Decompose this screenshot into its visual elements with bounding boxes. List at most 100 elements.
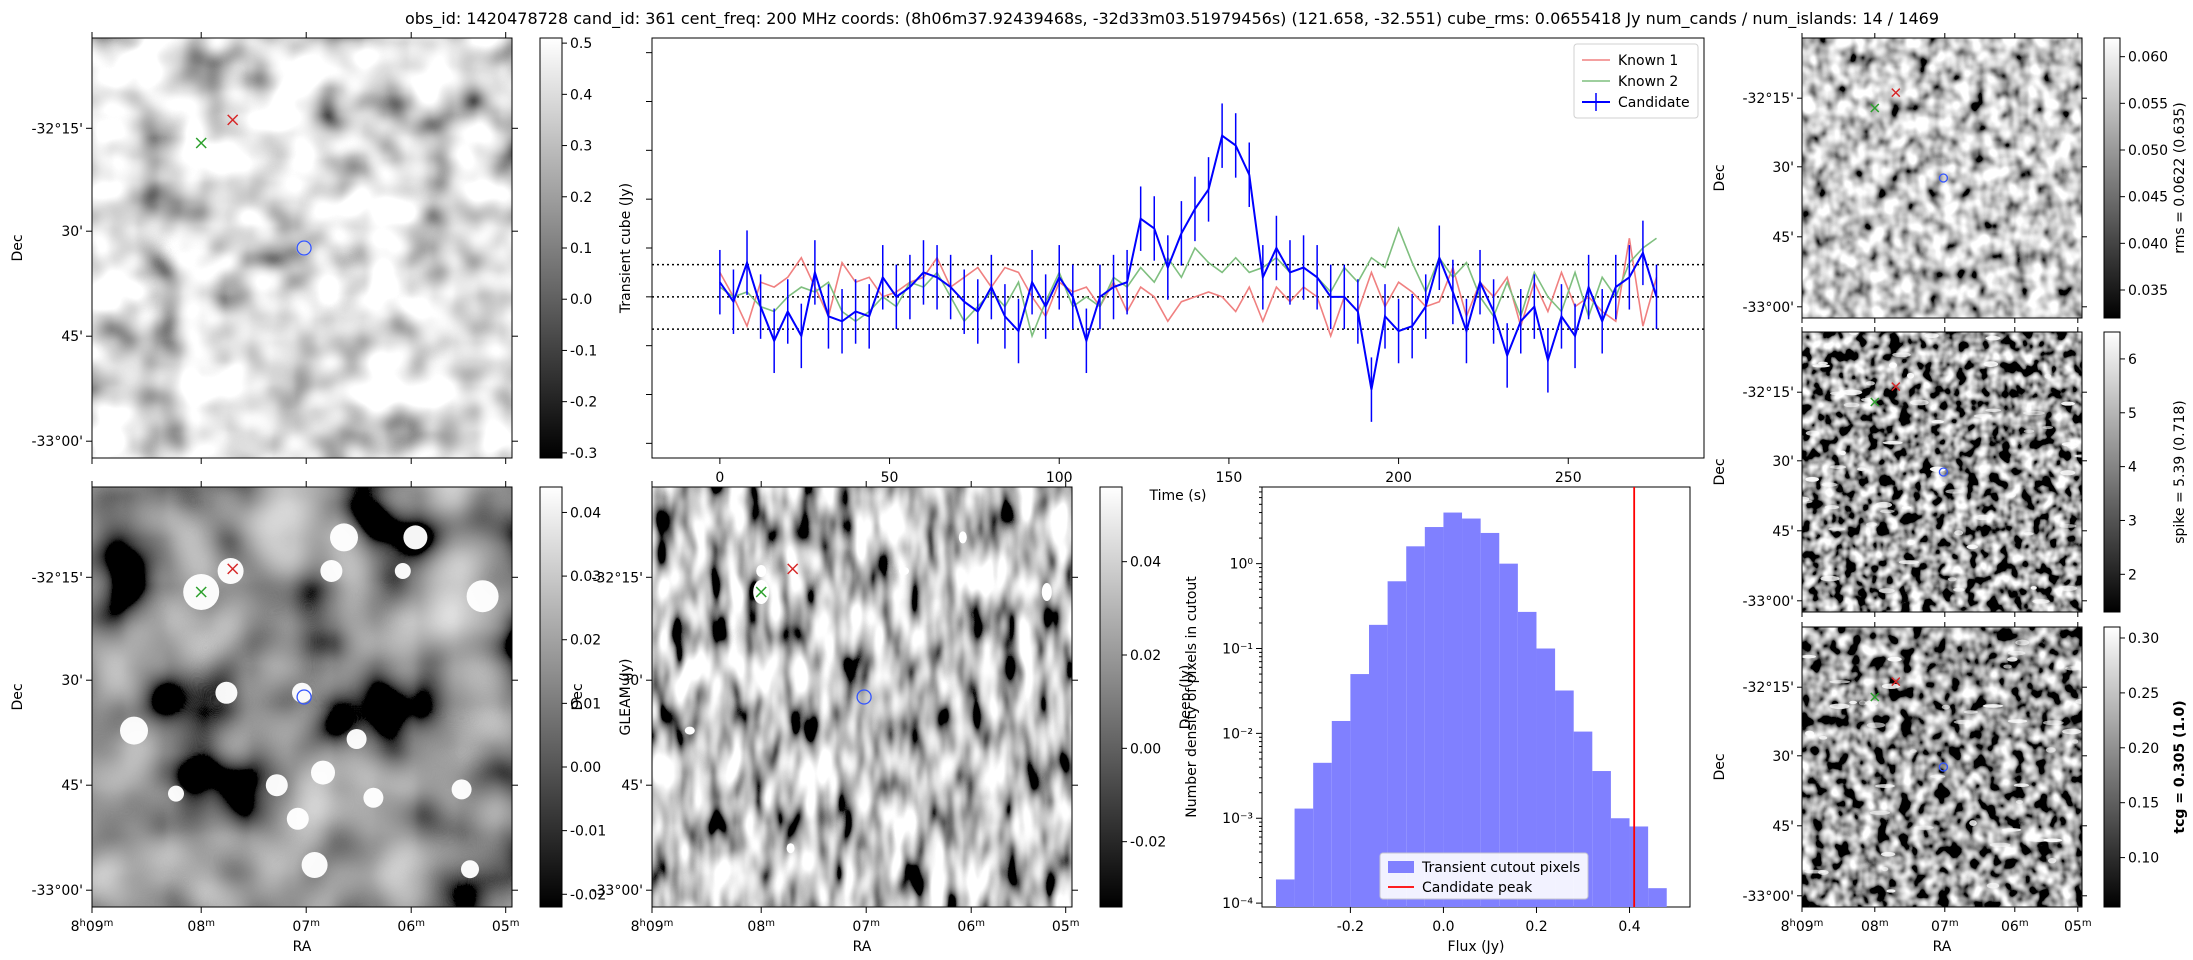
colorbar-tick-label: 0.30	[2128, 631, 2159, 647]
ra-tick-label: 05m	[492, 918, 520, 936]
bright-speckle	[1875, 501, 1893, 508]
legend-label: Known 1	[1618, 53, 1678, 69]
bright-speckle	[1865, 381, 1875, 386]
radio-source	[899, 567, 909, 575]
bright-speckle	[1935, 481, 1946, 487]
bright-speckle	[1805, 476, 1820, 482]
colorbar-tick-label: 0.3	[570, 139, 592, 155]
colorbar-tick-label: 5	[2128, 406, 2137, 422]
bright-speckle	[1954, 530, 1964, 536]
bright-speckle	[2007, 492, 2017, 498]
bright-speckle	[1947, 577, 1957, 582]
density-tick-label: 10⁻³	[1222, 811, 1253, 827]
image-frame	[1801, 626, 2083, 908]
bright-speckle	[1901, 506, 1912, 510]
image-frame	[651, 486, 1073, 908]
dec-axis-label: Dec	[10, 234, 26, 261]
bright-speckle	[1874, 784, 1895, 788]
bright-speckle	[1985, 335, 2001, 341]
legend-label: Transient cutout pixels	[1421, 860, 1580, 876]
image-pixels	[1802, 332, 2082, 612]
bright-speckle	[1989, 842, 2011, 848]
ra-tick-label: 08m	[187, 918, 215, 936]
bright-speckle	[1829, 391, 1847, 396]
radio-source	[320, 560, 343, 582]
ra-axis-label: RA	[853, 939, 872, 955]
bright-speckle	[2007, 657, 2018, 662]
bright-speckle	[1953, 719, 1975, 725]
bright-speckle	[1887, 656, 1902, 662]
colorbar-tick-label: 0.02	[1130, 648, 1161, 664]
time-tick-label: 250	[1555, 470, 1582, 486]
rms-image	[1802, 38, 2082, 318]
bright-speckle	[1966, 544, 1978, 550]
bright-speckle	[2062, 728, 2082, 735]
bright-speckle	[2023, 410, 2045, 416]
known-1-marker	[1891, 677, 1901, 687]
colorbar-tick-label: 0.055	[2128, 96, 2168, 112]
known-2-marker	[755, 586, 767, 598]
known-1-marker	[227, 563, 239, 575]
dec-axis-label: Dec	[10, 683, 26, 710]
bright-speckle	[1880, 509, 1895, 514]
known-1-marker	[787, 563, 799, 575]
bright-speckle	[1829, 680, 1851, 684]
colorbar-tick-label: -0.02	[570, 887, 606, 903]
dec-tick-label: -33°00'	[591, 883, 643, 899]
bright-speckle	[1963, 710, 1978, 714]
bright-speckle	[1985, 408, 2001, 412]
ra-axis-label: RA	[293, 939, 312, 955]
image-frame	[1801, 37, 2083, 319]
time-tick-label: 50	[881, 470, 899, 486]
known-2-marker	[1870, 692, 1880, 702]
radio-source	[330, 523, 358, 552]
bright-speckle	[1914, 825, 1934, 830]
density-tick-label: 10⁻¹	[1222, 642, 1253, 658]
colorbar-tick-label: -0.02	[1130, 835, 1166, 851]
bright-speckle	[1869, 810, 1891, 815]
histogram-bar	[1275, 879, 1295, 907]
histogram-bar	[1424, 527, 1444, 907]
ra-tick-label: 8h09m	[71, 918, 114, 936]
ra-tick-label: 08m	[747, 918, 775, 936]
ra-tick-label: 05m	[2064, 918, 2092, 936]
lightcurve-panel: 0 50 100 150 200 250 Time (s) Known 1 Known 2 Can…	[646, 37, 1705, 504]
ra-tick-label: 8h09m	[1781, 918, 1824, 936]
legend-label: Known 2	[1618, 74, 1678, 90]
bright-speckle	[1839, 450, 1846, 456]
radio-source	[403, 525, 428, 550]
bright-speckle	[2015, 639, 2030, 646]
dec-tick-label: 45'	[61, 329, 83, 345]
bright-speckle	[1802, 499, 1813, 504]
image-pixels	[652, 487, 1072, 907]
bright-speckle	[1982, 704, 2004, 708]
tcg-image	[1802, 627, 2082, 907]
gleam-panel: -32°15' 30' 45' -33°00' 8h09m 08m 07m 06m 05m RA D…	[10, 481, 634, 955]
image-frame	[91, 37, 513, 459]
bright-speckle	[1910, 399, 1929, 406]
bright-speckle	[2015, 799, 2023, 805]
bright-speckle	[2043, 838, 2063, 843]
colorbar-label: tcg = 0.305 (1.0)	[2172, 700, 2188, 833]
colorbar-label: Transient cube (Jy)	[618, 183, 634, 314]
radio-source	[265, 774, 288, 797]
ra-tick-label: 06m	[397, 918, 425, 936]
image-frame	[91, 486, 513, 908]
flux-tick-label: 0.2	[1525, 919, 1547, 935]
dec-axis-label: Dec	[1712, 458, 1728, 485]
dec-tick-label: 45'	[1772, 819, 1794, 835]
tcg-panel: -32°15' 30' 45' -33°00' 8h09m 08m 07m 06m 05m RA D…	[1712, 622, 2188, 955]
colorbar-tick-label: 0.00	[570, 760, 601, 776]
histogram-bar	[1517, 611, 1537, 907]
dec-tick-label: 30'	[1772, 160, 1794, 176]
bright-speckle	[1880, 851, 1896, 857]
colorbar-tick-label: 0.1	[570, 241, 592, 257]
dec-tick-label: 45'	[61, 778, 83, 794]
bright-speckle	[1881, 867, 1889, 872]
bright-speckle	[1930, 774, 1946, 779]
colorbar-tick-label: -0.1	[570, 343, 597, 359]
colorbar-tick-label: 0.02	[570, 633, 601, 649]
bright-speckle	[1878, 588, 1895, 594]
bright-speckle	[1804, 869, 1826, 874]
radio-source	[311, 760, 335, 785]
